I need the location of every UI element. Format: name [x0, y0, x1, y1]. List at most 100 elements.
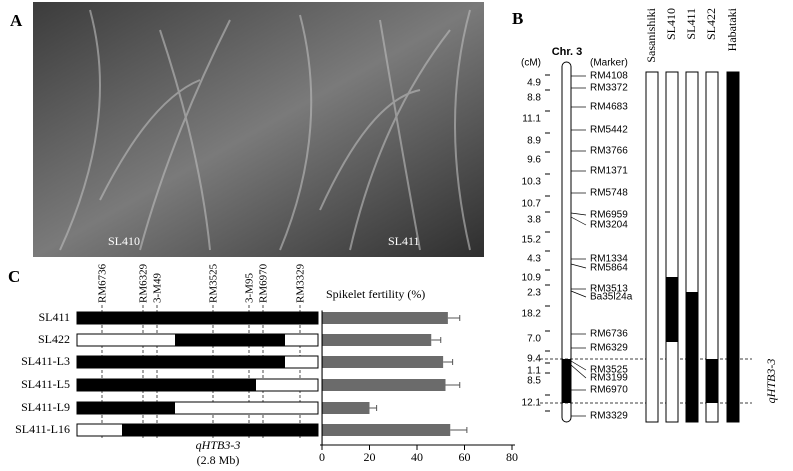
x-tick-label: 40 [411, 450, 423, 464]
cm-value: 9.6 [527, 155, 541, 166]
qtl-size: (2.8 Mb) [197, 453, 240, 467]
marker-label: RM6959 [590, 210, 628, 221]
genotype-segment [175, 334, 285, 346]
marker-header: (Marker) [590, 58, 628, 69]
marker-label: RM3525 [590, 365, 628, 376]
line-label: Sasanishiki [644, 7, 658, 62]
cm-value: 1.1 [527, 366, 541, 377]
marker-label: RM3513 [590, 284, 628, 295]
x-tick-label: 0 [319, 450, 325, 464]
row-label: SL411-L9 [21, 400, 70, 414]
cm-value: 4.3 [527, 254, 541, 265]
genotype-column [645, 71, 659, 423]
marker-label: RM3372 [590, 83, 628, 94]
row-label: SL411-L3 [21, 354, 70, 368]
error-bar [447, 315, 461, 321]
marker-label: RM6736 [590, 329, 628, 340]
marker-label: RM3329 [590, 411, 628, 422]
marker-label: RM1371 [590, 166, 628, 177]
genotype-segment [77, 379, 256, 391]
marker-label: RM3204 [590, 220, 628, 231]
marker-label: RM6970 [590, 385, 628, 396]
marker-label: RM3329 [295, 263, 307, 303]
marker-label: RM1334 [590, 254, 628, 265]
photo-label: SL410 [108, 234, 140, 248]
qtl-label: qHTB3-3 [764, 359, 778, 404]
line-label: SL411 [684, 8, 698, 40]
photo-label: SL411 [388, 234, 420, 248]
marker-label: RM3199 [590, 373, 628, 384]
marker-label: RM6329 [138, 263, 150, 303]
genotype-column [705, 71, 719, 423]
bar [322, 402, 370, 414]
error-bar [369, 405, 378, 411]
marker-label: RM6736 [97, 263, 109, 303]
marker-label: RM4108 [590, 71, 628, 82]
cm-value: 3.8 [527, 215, 541, 226]
row-label: SL411 [38, 310, 70, 324]
cm-value: 9.4 [527, 354, 541, 365]
marker-label: RM6329 [590, 343, 628, 354]
photo [33, 2, 484, 257]
marker-label: Ba35l24a [590, 292, 633, 303]
genotype-segment [77, 312, 318, 324]
bar [322, 424, 451, 436]
panel-label: C [8, 267, 20, 286]
bar [322, 334, 432, 346]
marker-label: RM5864 [590, 263, 628, 274]
genotype-column [665, 71, 679, 423]
bar [322, 312, 448, 324]
marker-label: 3-M49 [152, 273, 164, 303]
bar [322, 356, 444, 368]
genotype-segment [686, 292, 698, 422]
row-label: SL411-L5 [21, 377, 70, 391]
x-tick-label: 20 [364, 450, 376, 464]
cm-value: 4.9 [527, 78, 541, 89]
error-bar [445, 382, 461, 388]
genotype-segment [77, 402, 175, 414]
bar [322, 379, 446, 391]
marker-tick [570, 360, 587, 371]
line-label: SL422 [704, 8, 718, 40]
genotype-segment [77, 356, 285, 368]
marker-tick [570, 263, 587, 269]
marker-label: RM5442 [590, 125, 628, 136]
cm-header: (cM) [521, 58, 541, 69]
marker-tick [570, 364, 587, 379]
genotype-segment [122, 424, 318, 436]
x-tick-label: 80 [506, 450, 518, 464]
cm-value: 10.9 [522, 273, 542, 284]
row-label: SL422 [38, 332, 70, 346]
line-label: SL410 [664, 8, 678, 40]
panel-label: A [10, 11, 23, 30]
x-axis-title: Spikelet fertility (%) [326, 287, 425, 301]
panel-label: B [512, 9, 523, 28]
marker-label: RM4683 [590, 102, 628, 113]
cm-value: 12.1 [522, 398, 542, 409]
x-tick-label: 60 [459, 450, 471, 464]
marker-label: RM5748 [590, 188, 628, 199]
marker-label: RM3525 [208, 263, 220, 303]
genotype-segment [727, 72, 739, 422]
cm-value: 10.7 [522, 199, 542, 210]
cm-value: 8.5 [527, 376, 541, 387]
cm-value: 18.2 [522, 309, 542, 320]
cm-value: 7.0 [527, 334, 541, 345]
cm-value: 8.9 [527, 136, 541, 147]
marker-tick [570, 216, 587, 226]
genotype-segment [666, 277, 678, 342]
qtl-label: qHTB3-3 [196, 438, 241, 452]
marker-label: 3-M95 [244, 273, 256, 303]
error-bar [431, 337, 442, 343]
chromosome [561, 61, 572, 423]
error-bar [443, 359, 454, 365]
cm-value: 15.2 [522, 235, 542, 246]
chromosome-qtl [562, 359, 571, 403]
marker-tick [570, 290, 587, 298]
cm-value: 8.8 [527, 93, 541, 104]
error-bar [450, 427, 468, 433]
cm-value: 11.1 [522, 114, 541, 125]
genotype-segment [706, 359, 718, 403]
row-label: SL411-L16 [15, 422, 70, 436]
